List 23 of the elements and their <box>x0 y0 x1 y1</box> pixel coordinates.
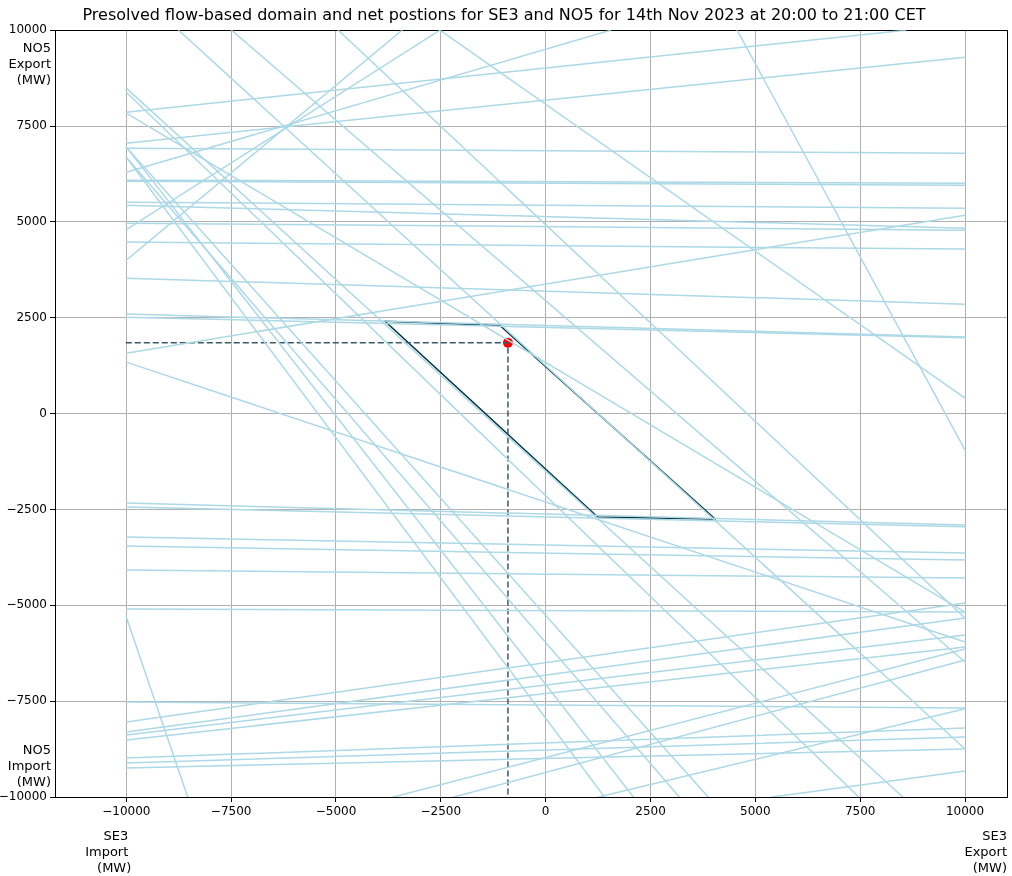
y-tick-label: 5000 <box>16 214 47 229</box>
x-tick-label: 7500 <box>844 804 876 819</box>
x-tick-label: 10000 <box>945 804 985 819</box>
y-tick-label: 0 <box>39 405 47 420</box>
x-tick-label: 0 <box>541 804 550 819</box>
y-tick-label: 7500 <box>16 118 47 133</box>
y-tick-label: 10000 <box>8 22 47 37</box>
text: NO5 Export (MW) <box>8 39 51 87</box>
text: NO5 Import (MW) <box>7 742 51 790</box>
y-tick-label: −5000 <box>6 597 47 612</box>
x-tick-label: 5000 <box>740 804 771 819</box>
x-tick-label: −10000 <box>102 804 151 819</box>
x-tick-label: −5000 <box>315 804 357 819</box>
x-tick-label: −7500 <box>210 804 252 819</box>
y-tick-label: 2500 <box>16 309 47 324</box>
x-tick-label: −2500 <box>420 804 462 819</box>
chart-title: Presolved flow-based domain and net postions for SE3 and NO5 for 14th Nov 2023 at 20:00 to 21:00 CET <box>82 4 926 24</box>
y-tick-label: −10000 <box>0 789 47 804</box>
y-tick-label: −7500 <box>6 693 47 708</box>
text: SE3 Import (MW) <box>85 828 132 876</box>
y-tick-label: −2500 <box>6 501 47 516</box>
x-tick-label: 2500 <box>635 804 666 819</box>
text: SE3 Export (MW) <box>964 828 1007 876</box>
